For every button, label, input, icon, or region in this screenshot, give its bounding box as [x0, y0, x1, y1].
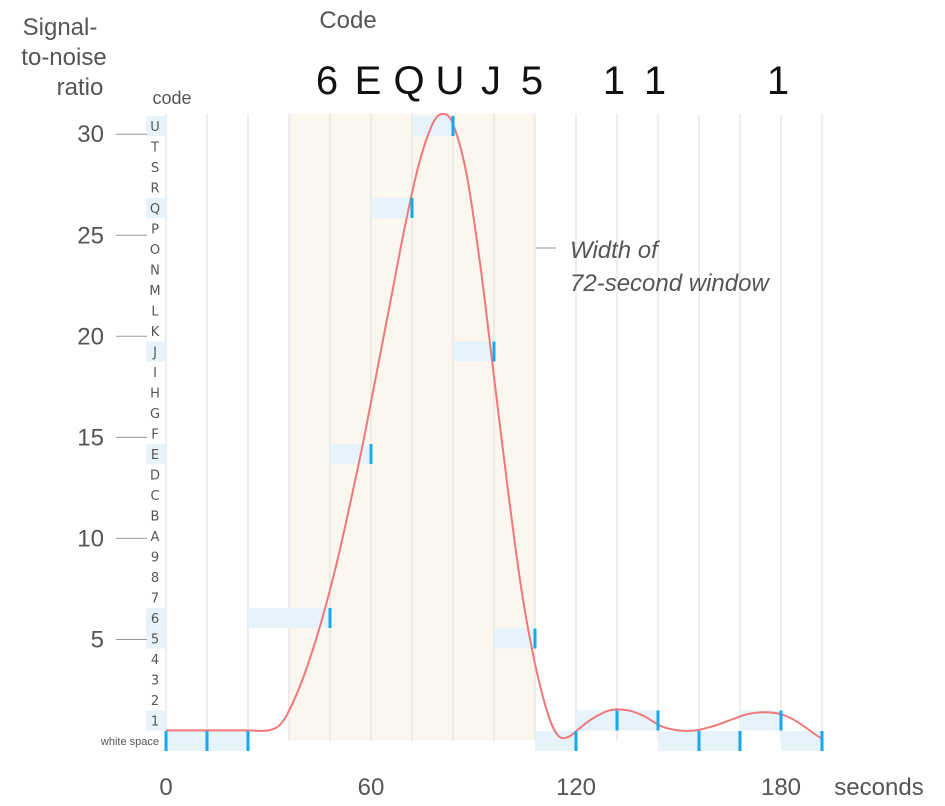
- x-tick-label: 0: [159, 774, 172, 801]
- code-band: [576, 710, 617, 731]
- code-level-label: H: [150, 387, 160, 402]
- code-level-label: white space: [100, 736, 159, 748]
- code-level-label: 5: [151, 633, 159, 648]
- code-band: [330, 444, 371, 464]
- y-title-line-2: to-noise: [21, 44, 106, 71]
- code-level-label: 8: [151, 571, 159, 586]
- code-level-highlight: [146, 198, 166, 218]
- decoded-character: U: [436, 59, 465, 103]
- code-level-label: 7: [151, 592, 159, 607]
- code-band: [617, 710, 658, 731]
- code-level-highlight: [146, 341, 166, 362]
- code-level-highlight: [146, 710, 166, 731]
- y-tick-label: 20: [77, 323, 104, 350]
- code-level-label: T: [150, 141, 159, 156]
- sample-markers: [164, 116, 824, 751]
- snr-curve: [166, 112, 823, 740]
- code-level-label: E: [151, 448, 159, 463]
- code-level-label: C: [150, 489, 159, 504]
- decoded-character: 1: [644, 59, 666, 103]
- code-level-label: J: [152, 346, 157, 361]
- y-axis: 5 10 15 20 25 30: [77, 121, 147, 653]
- decoded-character: 1: [603, 59, 625, 103]
- grid-lines: [165, 114, 823, 741]
- code-axis: white space 1 2 3 4 5 6 7 8 9 ABCDEFGHIJKLMNOPQRST…: [100, 116, 166, 748]
- code-band: [494, 628, 535, 649]
- code-axis-label: code: [152, 88, 191, 108]
- x-axis: 0 60 120 180: [159, 774, 801, 801]
- code-level-label: A: [151, 530, 160, 545]
- code-level-label: O: [150, 243, 160, 258]
- code-level-label: D: [150, 469, 160, 484]
- code-band: [453, 341, 494, 362]
- code-level-label: Q: [150, 202, 160, 217]
- x-unit-label: seconds: [834, 774, 923, 801]
- code-band: [371, 198, 412, 218]
- code-band: [658, 731, 699, 751]
- code-band: [535, 731, 576, 751]
- code-level-label: B: [151, 510, 160, 525]
- code-level-label: P: [151, 223, 159, 238]
- y-title-line-3: ratio: [57, 74, 104, 101]
- code-level-label: 4: [151, 653, 159, 668]
- code-level-label: L: [151, 305, 159, 320]
- y-tick-label: 10: [77, 525, 104, 552]
- code-level-label: K: [151, 325, 160, 340]
- code-level-highlight: [146, 628, 166, 649]
- code-band: [166, 731, 207, 751]
- code-band: [207, 731, 248, 751]
- annotation-line-2: 72-second window: [570, 270, 770, 297]
- decoded-character: E: [355, 59, 382, 103]
- x-tick-label: 180: [761, 774, 801, 801]
- y-title-line-1: Signal-: [23, 14, 98, 41]
- y-tick-label: 30: [77, 121, 104, 148]
- code-level-highlight: [146, 116, 166, 136]
- annotation-line-1: Width of: [570, 237, 660, 264]
- code-level-label: 9: [151, 551, 159, 566]
- code-level-label: G: [150, 407, 160, 422]
- code-level-highlight: [146, 444, 166, 464]
- code-level-label: U: [150, 120, 160, 135]
- y-tick-label: 25: [77, 222, 104, 249]
- code-level-label: M: [149, 284, 160, 299]
- y-tick-label: 15: [77, 424, 104, 451]
- code-level-label: I: [153, 366, 157, 381]
- code-level-highlight: [146, 608, 166, 628]
- code-band: [740, 710, 781, 731]
- decoded-character: Q: [393, 59, 424, 103]
- code-level-label: 3: [151, 674, 159, 689]
- code-band: [699, 731, 740, 751]
- code-level-label: F: [151, 428, 158, 443]
- x-tick-label: 60: [358, 774, 385, 801]
- code-level-label: S: [151, 161, 159, 176]
- code-level-label: 2: [151, 694, 159, 709]
- code-level-label: 1: [151, 715, 159, 730]
- code-band: [248, 608, 330, 628]
- code-level-label: 6: [151, 612, 159, 627]
- y-tick-label: 5: [91, 626, 104, 653]
- decoded-character: 1: [767, 59, 789, 103]
- decoded-character: J: [481, 59, 501, 103]
- code-band: [781, 731, 822, 751]
- x-tick-label: 120: [556, 774, 596, 801]
- decoded-character: 5: [521, 59, 543, 103]
- code-bands: [166, 116, 822, 751]
- code-level-label: R: [150, 182, 159, 197]
- code-level-label: N: [150, 264, 160, 279]
- decoded-character: 6: [316, 59, 338, 103]
- top-title: Code: [319, 7, 376, 34]
